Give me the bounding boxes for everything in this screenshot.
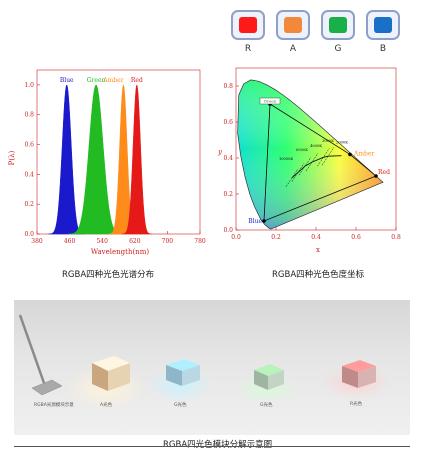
spectrum-curve-blue — [48, 84, 85, 235]
swatch-label-r: R — [244, 44, 252, 54]
module-cube-green — [237, 364, 297, 404]
swatch-green-fill — [329, 17, 347, 33]
bottom-rule — [14, 446, 410, 447]
cie-point-label-red: Red — [378, 169, 390, 176]
swatch-green — [321, 10, 355, 40]
cie-y-tick-label: 0.6 — [223, 119, 233, 126]
spectrum-series-label: Green — [87, 77, 106, 84]
spectrum-x-tick-label: 540 — [96, 238, 108, 245]
module-label-stand: RGBA光源模块示意 — [34, 403, 74, 408]
cie-x-tick-label: 0.8 — [391, 234, 401, 241]
spectrum-y-tick-label: 0.2 — [24, 201, 34, 208]
cie-isotemp-line — [305, 153, 319, 172]
cie-caption: RGBA四种光色色度坐标 — [272, 270, 365, 280]
module-label-a: A光色 — [100, 403, 113, 408]
cie-x-tick-label: 0.6 — [351, 234, 361, 241]
module-cube-cyan — [148, 359, 212, 403]
photo-caption: RGBA四光色模块分解示意图 — [163, 440, 273, 450]
cie-y-tick-label: 0.2 — [223, 191, 233, 198]
spectrum-y-tick-label: 0.6 — [24, 142, 34, 149]
cie-isotemp-line — [317, 148, 330, 167]
cie-ylabel: y — [217, 148, 223, 156]
cie-point-label-amber: Amber — [353, 150, 374, 157]
spectrum-ylabel: P(λ) — [8, 150, 16, 165]
cie-x-tick-label: 0.2 — [271, 234, 281, 241]
cie-isotemp-line — [298, 156, 312, 176]
swatch-blue-fill — [374, 17, 392, 33]
spectrum-y-tick-label: 1.0 — [24, 82, 34, 89]
spectrum-series-label: Amber — [102, 77, 123, 84]
spectrum-chart: 380 460 540 620 700 780 0.0 0.2 0.4 0.6 0.8 1.0 Blu… — [8, 69, 206, 256]
spectrum-x-tick-label: 700 — [162, 238, 174, 245]
cie-y-tick-label: 0.4 — [223, 155, 233, 162]
cie-isotemp-line — [285, 168, 299, 187]
cie-locus-outline — [237, 79, 384, 230]
cie-chart: 0.0 0.2 0.4 0.6 0.8 0.0 0.2 0.4 0.6 0.8 10000K 650… — [217, 67, 401, 254]
cie-planck-label: 2000K — [336, 141, 348, 145]
swatch-label-b: B — [379, 44, 387, 54]
swatch-amber-fill — [284, 17, 302, 33]
module-photo: RGBA光源模块示意 A光色 G光色 G光色 R光色 — [14, 300, 410, 435]
cie-label-box-green — [259, 97, 281, 105]
cie-point-blue — [262, 219, 266, 223]
swatch-blue — [366, 10, 400, 40]
cie-planck-label: 4000K — [310, 144, 322, 148]
cie-point-label-blue: Blue — [248, 218, 262, 225]
swatch-amber — [276, 10, 310, 40]
cie-x-tick-label: 0.0 — [231, 234, 241, 241]
module-photo-art — [18, 314, 390, 410]
spectrum-x-tick-label: 780 — [194, 238, 206, 245]
swatch-red — [231, 10, 265, 40]
spectrum-series-label: Blue — [60, 77, 74, 84]
spectrum-xlabel: Wavelength(nm) — [91, 248, 149, 256]
spectrum-series-label: Red — [131, 77, 143, 84]
cie-point-amber — [348, 152, 352, 157]
spectrum-y-tick-label: 0.4 — [24, 171, 34, 178]
swatch-label-g: G — [334, 44, 342, 54]
spectrum-y-tick-label: 0.8 — [24, 112, 34, 119]
spectrum-x-tick-label: 380 — [31, 238, 43, 245]
spectrum-curve-red — [121, 84, 152, 235]
cie-planck-label: 3000K — [322, 139, 334, 143]
module-cube-warm — [66, 356, 146, 410]
spectrum-y-tick-label: 0.0 — [24, 231, 34, 238]
module-label-g1: G光色 — [174, 403, 187, 408]
cie-gamut-edge — [263, 103, 271, 222]
cie-planck-label: 6500K — [296, 148, 308, 152]
swatch-red-fill — [239, 17, 257, 33]
module-stand — [18, 314, 63, 396]
swatch-label-a: A — [289, 44, 297, 54]
cie-y-tick-label: 0.8 — [223, 83, 233, 90]
cie-y-tick-label: 0.0 — [223, 227, 233, 234]
cie-point-red — [374, 174, 378, 178]
cie-x-tick-label: 0.4 — [311, 234, 321, 241]
spectrum-x-tick-label: 460 — [64, 238, 76, 245]
module-label-g2: G光色 — [260, 403, 273, 408]
spectrum-curve-green — [68, 84, 125, 235]
cie-xlabel: x — [316, 246, 320, 254]
cie-isotemp-line — [291, 163, 305, 182]
spectrum-caption: RGBA四种光色光谱分布 — [62, 270, 155, 280]
module-cube-red — [322, 360, 390, 400]
cie-point-label-green: Green — [264, 99, 277, 104]
spectrum-x-tick-label: 620 — [129, 238, 141, 245]
cie-gamut-shade — [237, 79, 383, 230]
cie-planck-label: 10000K — [279, 157, 293, 161]
cie-isotemp-line — [321, 147, 335, 166]
module-label-r: R光色 — [350, 402, 363, 407]
